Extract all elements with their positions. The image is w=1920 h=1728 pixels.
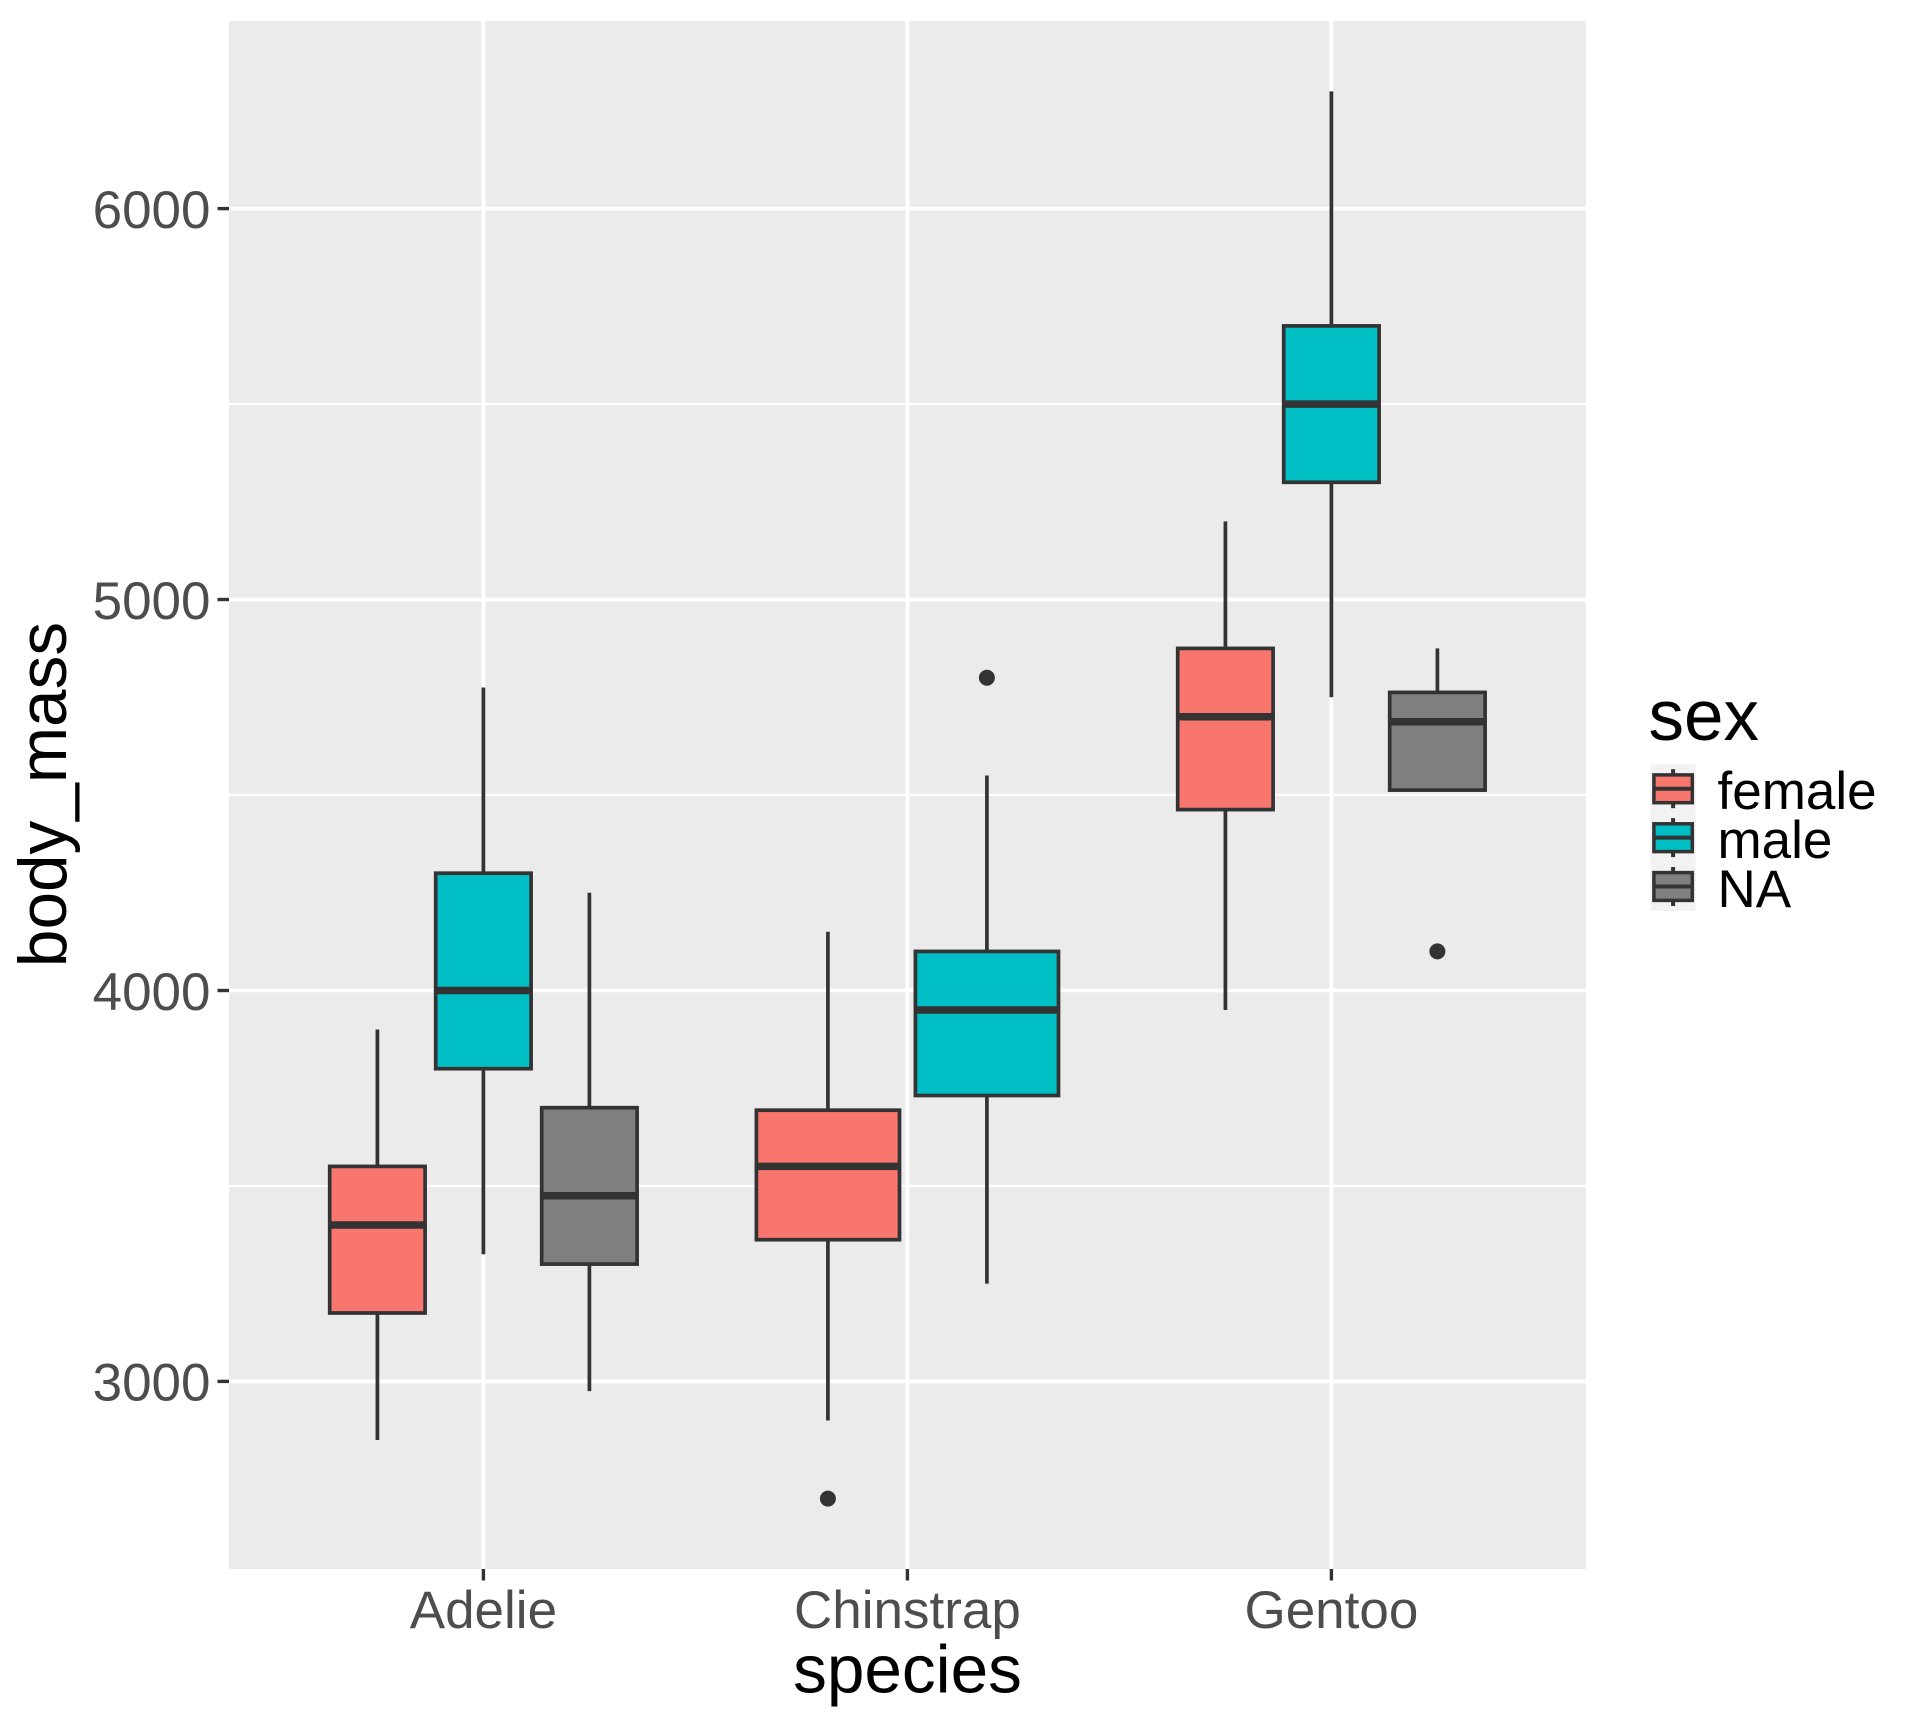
svg-text:Adelie: Adelie bbox=[410, 1581, 557, 1640]
svg-text:sex: sex bbox=[1649, 677, 1760, 756]
svg-text:male: male bbox=[1718, 811, 1833, 870]
svg-text:species: species bbox=[793, 1633, 1022, 1708]
svg-text:Gentoo: Gentoo bbox=[1244, 1581, 1418, 1640]
svg-text:body_mass: body_mass bbox=[6, 622, 81, 967]
svg-text:5000: 5000 bbox=[93, 572, 211, 631]
svg-text:female: female bbox=[1718, 762, 1877, 821]
svg-text:Chinstrap: Chinstrap bbox=[794, 1581, 1021, 1640]
svg-text:4000: 4000 bbox=[93, 963, 211, 1022]
svg-text:NA: NA bbox=[1718, 860, 1792, 919]
svg-text:3000: 3000 bbox=[93, 1354, 211, 1413]
svg-text:6000: 6000 bbox=[93, 181, 211, 240]
